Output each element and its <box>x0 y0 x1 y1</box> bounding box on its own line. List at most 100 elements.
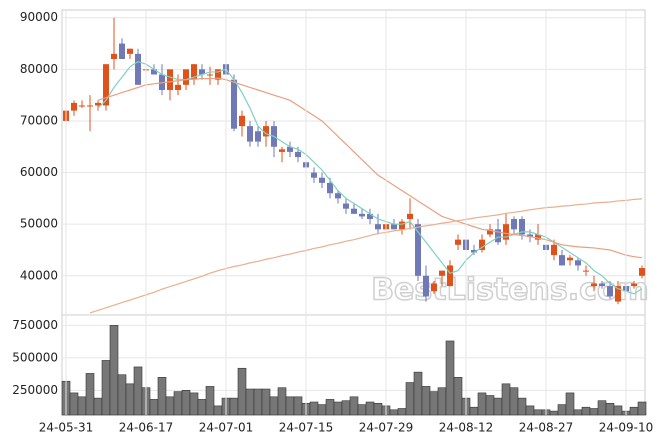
volume-bar <box>493 397 503 416</box>
volume-bar <box>213 405 223 416</box>
candle-body <box>111 53 117 60</box>
candle-body <box>87 105 93 107</box>
y-tick-label: 90000 <box>20 10 58 24</box>
candle-body <box>79 105 85 107</box>
volume-bar <box>517 397 527 416</box>
candle-body <box>295 151 301 158</box>
volume-bar <box>189 392 199 416</box>
candle-body <box>487 229 493 235</box>
y-tick-label: 80000 <box>20 62 58 76</box>
candle-body <box>631 283 637 287</box>
y-tick-label: 750000 <box>12 318 58 332</box>
candle-body <box>127 48 133 54</box>
ma-line <box>97 60 643 295</box>
volume-bar <box>85 373 95 416</box>
candle-body <box>423 275 429 297</box>
candle-body <box>591 283 597 287</box>
candle-body <box>207 74 213 76</box>
candle-body <box>191 64 197 80</box>
y-tick-label: 250000 <box>12 383 58 397</box>
candle-body <box>431 283 437 292</box>
candle-body <box>199 69 205 75</box>
volume-bar <box>421 386 431 416</box>
candle-body <box>511 219 517 230</box>
x-tick-label: 24-05-31 <box>39 421 93 435</box>
candle-body <box>455 239 461 245</box>
candle-body <box>247 126 253 142</box>
candle-body <box>479 239 485 250</box>
volume-bar <box>69 392 79 416</box>
candle-body <box>447 265 453 287</box>
volume-bar <box>349 396 359 416</box>
volume-bar <box>413 371 423 416</box>
volume-bar <box>237 367 247 416</box>
volume-bar <box>117 374 127 416</box>
volume-bar <box>93 397 103 416</box>
candle-body <box>167 69 173 90</box>
volume-bar <box>581 406 591 416</box>
candle-body <box>519 219 525 235</box>
volume-bar <box>389 409 399 416</box>
volume-bar <box>205 386 215 416</box>
volume-bar <box>173 391 183 416</box>
volume-bar <box>469 406 479 416</box>
candle-body <box>279 149 285 152</box>
volume-bar <box>101 360 111 416</box>
volume-bar <box>533 409 543 416</box>
volume-bar <box>165 396 175 416</box>
candle-body <box>311 172 317 178</box>
volume-bar <box>565 392 575 416</box>
volume-bar <box>637 401 647 416</box>
volume-bar <box>589 408 599 416</box>
volume-bar <box>309 401 319 416</box>
volume-bar <box>509 387 519 416</box>
volume-bar <box>613 405 623 416</box>
volume-bar <box>525 405 535 416</box>
candle-body <box>639 268 645 276</box>
candle-body <box>567 257 573 261</box>
y-tick-label: 40000 <box>20 268 58 282</box>
candle-body <box>503 224 509 240</box>
candle-body <box>599 283 605 287</box>
volume-bar <box>317 404 327 416</box>
candle-body <box>95 102 101 106</box>
y-tick-label: 50000 <box>20 217 58 231</box>
candle-body <box>415 224 421 276</box>
volume-bar <box>453 377 463 416</box>
candle-body <box>391 224 397 230</box>
candle-body <box>255 131 261 142</box>
candle-body <box>575 260 581 266</box>
volume-bar <box>293 396 303 416</box>
y-tick-label: 500000 <box>12 350 58 364</box>
x-tick-label: 24-07-29 <box>359 421 413 435</box>
ma-line <box>97 77 643 259</box>
volume-bar <box>365 401 375 416</box>
candle-body <box>375 224 381 230</box>
candle-body <box>367 213 373 220</box>
candle-body <box>583 270 589 272</box>
volume-bar <box>333 401 343 416</box>
candle-body <box>287 146 293 152</box>
volume-bar <box>229 397 239 416</box>
volume-bar <box>325 399 335 416</box>
volume-bar <box>181 390 191 416</box>
volume-bar <box>549 410 559 416</box>
x-tick-label: 24-09-10 <box>599 421 653 435</box>
candle-body <box>399 221 405 230</box>
candle-body <box>343 203 349 209</box>
volume-bar <box>285 396 295 416</box>
volume-bar <box>597 400 607 416</box>
candle-body <box>351 208 357 214</box>
candle-body <box>327 182 333 194</box>
volume-bar <box>573 409 583 416</box>
volume-bar <box>605 403 615 416</box>
candle-body <box>119 43 125 60</box>
volume-bar <box>149 399 159 416</box>
candle-body <box>407 213 413 220</box>
volume-bar <box>405 382 415 416</box>
y-tick-label: 60000 <box>20 165 58 179</box>
volume-bar <box>437 387 447 416</box>
x-tick-label: 24-08-12 <box>439 421 493 435</box>
volume-bar <box>197 399 207 416</box>
